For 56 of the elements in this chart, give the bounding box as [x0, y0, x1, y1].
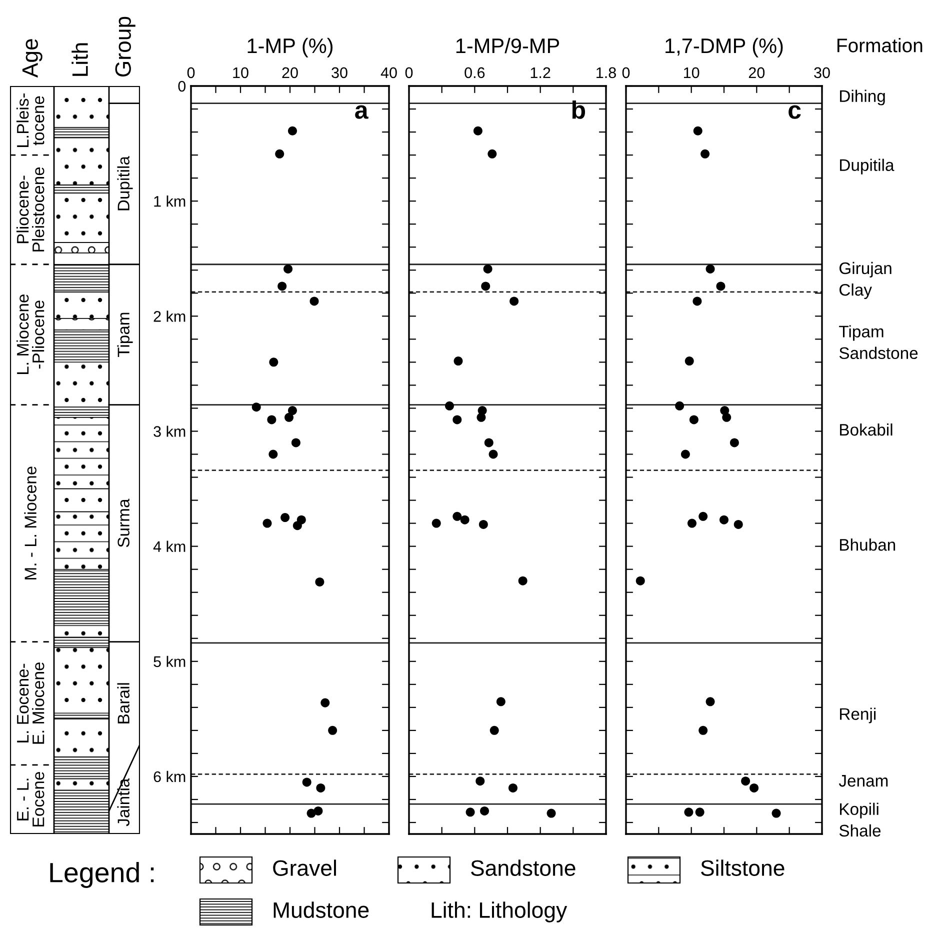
x-axis-title: 1,7-DMP (%) [666, 38, 783, 58]
x-tick-label: 20 [282, 67, 298, 78]
text: M. - L. Miocene [24, 466, 36, 580]
x-axis-title: 1-MP/9-MP [456, 38, 560, 54]
x-tick-label: 10 [684, 67, 700, 78]
text: Group [115, 16, 136, 77]
x-tick-label: 40 [380, 67, 397, 78]
text: Formation [837, 38, 922, 52]
text: Mudstone [274, 902, 369, 918]
annotation: a [355, 105, 368, 119]
x-tick-label: 1.8 [596, 67, 616, 78]
text: Dupitila [117, 156, 133, 210]
x-tick-label: 0 [405, 67, 413, 78]
y-tick-label: 2 km [154, 310, 186, 322]
x-tick-label: 30 [332, 67, 348, 78]
text: Bokabil [840, 423, 892, 436]
text: L.Pleis- tocene [16, 93, 44, 147]
x-tick-label: 0 [622, 67, 630, 78]
x-tick-label: 30 [814, 67, 830, 78]
x-tick-label: 0 [187, 67, 195, 78]
text: Surma [118, 498, 130, 548]
x-tick-label: 10 [233, 67, 248, 78]
text: Pliocene- Pleistocene [16, 167, 44, 252]
text: E. - L. Eocene [17, 772, 44, 826]
text: Bhuban [840, 538, 896, 551]
y-tick-label: 6 km [154, 770, 186, 782]
text: Lith [72, 43, 88, 76]
text: Age [22, 39, 42, 78]
y-tick-label: 4 km [153, 540, 186, 552]
x-tick-label: 0.6 [464, 67, 485, 78]
text: Siltstone [701, 860, 784, 876]
y-tick-label: 5 km [154, 656, 186, 668]
text: L. Miocene -Pliocene [16, 294, 44, 374]
x-axis-title: 1-MP (%) [248, 38, 333, 58]
y-tick-label: 1 km [154, 196, 186, 207]
text: Jaintia [117, 778, 130, 826]
text: Renji [840, 708, 876, 724]
text: Jenam [838, 775, 888, 787]
y-tick-label: 3 km [154, 426, 186, 437]
text: Barail [117, 683, 130, 724]
text: Tipam Sandstone [839, 325, 918, 360]
text: Sandstone [471, 860, 576, 876]
annotation: b [572, 100, 586, 119]
text: L. Eocene- E. Miocene [17, 662, 44, 744]
x-tick-label: 20 [748, 67, 765, 78]
x-tick-label: 1.2 [530, 67, 550, 78]
text: Lith: Lithology [432, 902, 568, 922]
annotation: c [788, 105, 801, 119]
text: Kopili Shale [839, 802, 881, 837]
text: Gravel [273, 860, 336, 876]
y-tick-label: 0 [178, 80, 186, 92]
text: Legend : [50, 862, 154, 888]
text: Dupitila [840, 158, 894, 174]
text: Girujan Clay [840, 262, 892, 300]
text: Dihing [840, 90, 885, 106]
text: Tipam [117, 312, 133, 358]
